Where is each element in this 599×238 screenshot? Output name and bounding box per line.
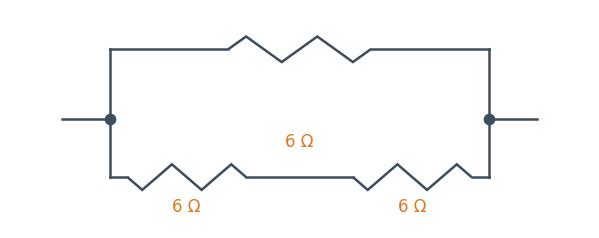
Text: 6 Ω: 6 Ω [398, 198, 426, 216]
Text: 6 Ω: 6 Ω [173, 198, 201, 216]
Point [105, 117, 114, 121]
Text: 6 Ω: 6 Ω [285, 133, 314, 151]
Point [485, 117, 494, 121]
